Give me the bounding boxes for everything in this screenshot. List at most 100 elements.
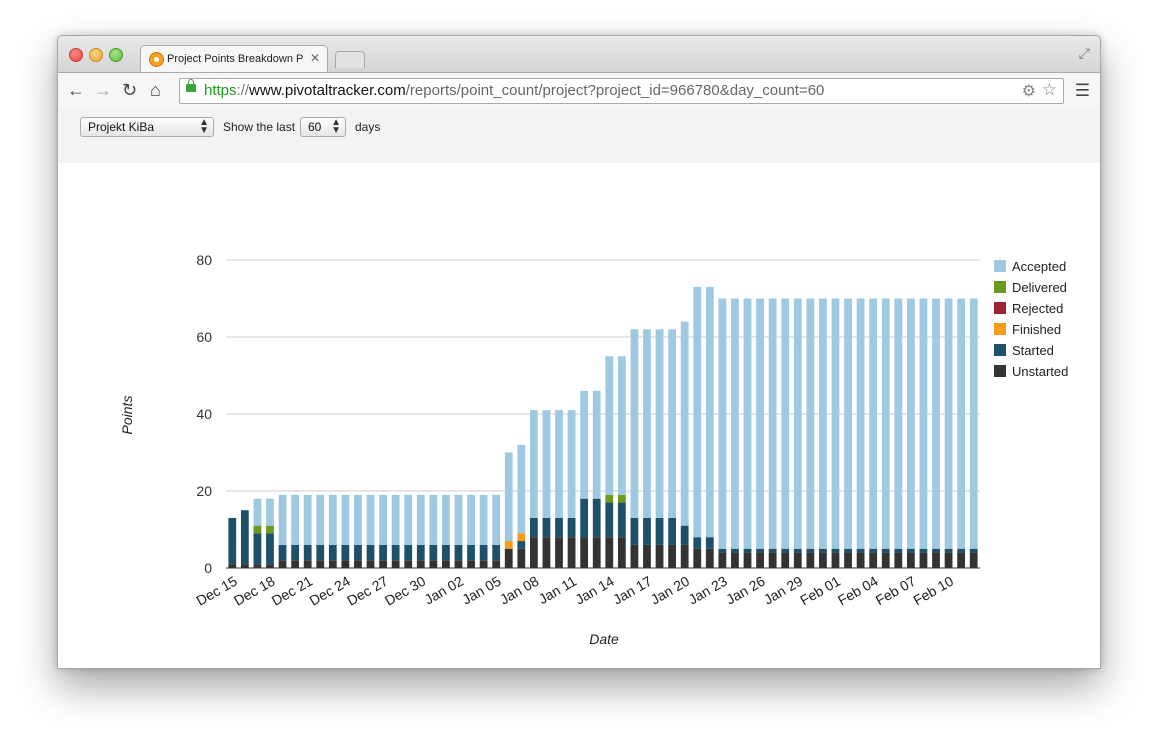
url-text[interactable]: https://www.pivotaltracker.com/reports/p… [204, 82, 824, 99]
bar-segment-accepted[interactable] [580, 390, 589, 499]
bar-segment-unstarted[interactable] [366, 560, 375, 568]
bar-segment-accepted[interactable] [404, 494, 413, 545]
window-close-button[interactable] [69, 48, 83, 62]
bar-segment-accepted[interactable] [831, 298, 840, 549]
bar-segment-unstarted[interactable] [354, 560, 362, 568]
bar-segment-accepted[interactable] [957, 298, 966, 549]
bar-segment-unstarted[interactable] [605, 537, 614, 568]
bar-segment-accepted[interactable] [366, 494, 375, 545]
new-tab-button[interactable] [335, 51, 365, 68]
chrome-menu-icon[interactable]: ☰ [1074, 81, 1090, 100]
bar-segment-accepted[interactable] [869, 298, 878, 549]
bar-segment-started[interactable] [555, 517, 563, 538]
bar-segment-unstarted[interactable] [894, 552, 903, 568]
bar-segment-started[interactable] [341, 544, 350, 561]
bar-segment-unstarted[interactable] [743, 552, 752, 568]
bar-segment-started[interactable] [542, 517, 551, 538]
bar-segment-unstarted[interactable] [504, 548, 513, 568]
bar-segment-started[interactable] [906, 548, 915, 553]
bar-segment-unstarted[interactable] [529, 537, 538, 568]
bar-segment-unstarted[interactable] [328, 560, 337, 568]
bar-segment-accepted[interactable] [567, 410, 576, 518]
bar-segment-started[interactable] [228, 517, 237, 565]
bar-segment-accepted[interactable] [932, 298, 940, 549]
home-icon[interactable]: ⌂ [150, 80, 161, 100]
address-bar[interactable]: https://www.pivotaltracker.com/reports/p… [179, 78, 1064, 104]
bar-segment-accepted[interactable] [844, 298, 852, 549]
bar-segment-started[interactable] [781, 548, 790, 553]
bar-segment-started[interactable] [705, 537, 714, 549]
bar-segment-accepted[interactable] [517, 444, 526, 534]
bar-segment-accepted[interactable] [806, 298, 815, 549]
bar-segment-started[interactable] [354, 544, 362, 561]
bar-segment-started[interactable] [881, 548, 890, 553]
bar-segment-started[interactable] [240, 510, 249, 565]
bar-segment-accepted[interactable] [743, 298, 752, 549]
bar-segment-finished[interactable] [504, 541, 513, 549]
bar-segment-started[interactable] [266, 533, 274, 565]
bar-segment-unstarted[interactable] [391, 560, 400, 568]
bar-segment-started[interactable] [969, 548, 978, 553]
bar-segment-unstarted[interactable] [240, 564, 249, 568]
bar-segment-accepted[interactable] [906, 298, 915, 549]
forward-arrow-icon[interactable]: → [94, 80, 112, 100]
bar-segment-unstarted[interactable] [643, 544, 651, 568]
bar-segment-accepted[interactable] [379, 494, 387, 545]
bar-segment-unstarted[interactable] [718, 552, 727, 568]
bar-segment-started[interactable] [442, 544, 450, 561]
bar-segment-started[interactable] [467, 544, 475, 561]
bar-segment-accepted[interactable] [617, 356, 626, 495]
bar-segment-unstarted[interactable] [932, 552, 940, 568]
bar-segment-started[interactable] [316, 544, 325, 561]
bar-segment-accepted[interactable] [919, 298, 928, 549]
bar-segment-accepted[interactable] [655, 329, 664, 518]
bar-segment-started[interactable] [668, 517, 677, 545]
bar-segment-unstarted[interactable] [542, 537, 551, 568]
bar-segment-accepted[interactable] [969, 298, 978, 549]
bar-segment-started[interactable] [894, 548, 903, 553]
bar-segment-delivered[interactable] [253, 525, 262, 534]
bookmark-star-icon[interactable]: ☆ [1041, 80, 1057, 99]
bar-segment-accepted[interactable] [391, 494, 400, 545]
bar-segment-unstarted[interactable] [580, 537, 589, 568]
bar-segment-unstarted[interactable] [819, 552, 827, 568]
bar-segment-started[interactable] [957, 548, 966, 553]
bar-segment-accepted[interactable] [429, 494, 438, 545]
bar-segment-started[interactable] [743, 548, 752, 553]
bar-segment-accepted[interactable] [592, 390, 601, 499]
bar-segment-accepted[interactable] [793, 298, 802, 549]
bar-segment-accepted[interactable] [881, 298, 890, 549]
bar-segment-unstarted[interactable] [655, 544, 664, 568]
bar-segment-accepted[interactable] [416, 494, 425, 545]
extension-gear-icon[interactable]: ⚙ [1021, 83, 1036, 100]
bar-segment-accepted[interactable] [479, 494, 488, 545]
bar-segment-started[interactable] [391, 544, 400, 561]
bar-segment-started[interactable] [819, 548, 827, 553]
bar-segment-accepted[interactable] [718, 298, 727, 549]
bar-segment-accepted[interactable] [442, 494, 450, 545]
bar-segment-started[interactable] [479, 544, 488, 561]
bar-segment-started[interactable] [567, 517, 576, 538]
bar-segment-started[interactable] [844, 548, 852, 553]
bar-segment-accepted[interactable] [467, 494, 475, 545]
bar-segment-started[interactable] [831, 548, 840, 553]
day-count-select[interactable]: 60 ▲ ▼ [300, 117, 346, 137]
bar-segment-unstarted[interactable] [454, 560, 463, 568]
bar-segment-unstarted[interactable] [442, 560, 450, 568]
bar-segment-accepted[interactable] [266, 498, 274, 526]
bar-segment-started[interactable] [793, 548, 802, 553]
bar-segment-unstarted[interactable] [705, 548, 714, 568]
bar-segment-started[interactable] [605, 502, 614, 538]
bar-segment-started[interactable] [429, 544, 438, 561]
bar-segment-accepted[interactable] [555, 410, 563, 518]
bar-segment-finished[interactable] [517, 533, 526, 542]
bar-segment-started[interactable] [617, 502, 626, 538]
bar-segment-delivered[interactable] [605, 494, 614, 503]
bar-segment-unstarted[interactable] [492, 560, 501, 568]
bar-segment-unstarted[interactable] [429, 560, 438, 568]
bar-segment-started[interactable] [680, 525, 689, 545]
bar-segment-accepted[interactable] [605, 356, 614, 495]
back-arrow-icon[interactable]: ← [67, 80, 85, 100]
bar-segment-accepted[interactable] [454, 494, 463, 545]
bar-segment-accepted[interactable] [668, 329, 677, 518]
